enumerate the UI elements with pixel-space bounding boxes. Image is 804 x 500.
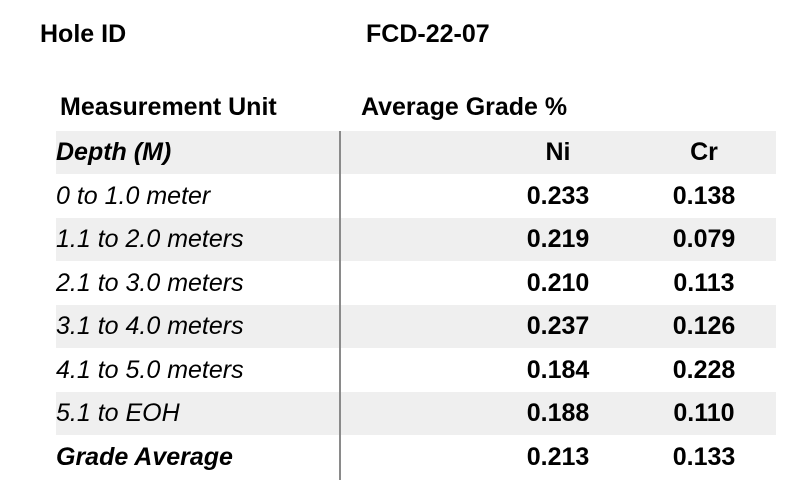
cr-column-header: Cr (690, 138, 718, 166)
cr-cell: 0.113 (673, 269, 735, 297)
depth-cell: 0 to 1.0 meter (56, 182, 211, 210)
hole-id-value: FCD-22-07 (366, 20, 490, 48)
depth-column-header: Depth (M) (56, 138, 172, 166)
ni-cell: 0.219 (526, 225, 590, 253)
ni-cell: 0.184 (526, 356, 590, 384)
average-grade-label: Average Grade % (361, 93, 568, 121)
cr-cell: 0.110 (673, 399, 735, 427)
grade-average-label: Grade Average (56, 443, 233, 471)
ni-average-cell: 0.213 (526, 443, 590, 471)
table-row: 2.1 to 3.0 meters 0.210 0.113 (0, 262, 804, 305)
row-band (56, 131, 776, 174)
cr-average-cell: 0.133 (672, 443, 736, 471)
table-row: 5.1 to EOH 0.188 0.110 (0, 392, 804, 435)
depth-cell: 2.1 to 3.0 meters (56, 269, 244, 297)
ni-cell: 0.233 (526, 182, 590, 210)
table-row: 0 to 1.0 meter 0.233 0.138 (0, 175, 804, 218)
column-divider (339, 131, 341, 480)
hole-id-label: Hole ID (40, 20, 127, 48)
cr-cell: 0.228 (672, 356, 736, 384)
cr-cell: 0.138 (672, 182, 736, 210)
table-row: 1.1 to 2.0 meters 0.219 0.079 (0, 218, 804, 261)
depth-cell: 4.1 to 5.0 meters (56, 356, 244, 384)
table-header-row: Depth (M) Ni Cr (0, 131, 804, 174)
grade-average-row: Grade Average 0.213 0.133 (0, 436, 804, 479)
table-row: 3.1 to 4.0 meters 0.237 0.126 (0, 305, 804, 348)
ni-cell: 0.188 (526, 399, 590, 427)
cr-cell: 0.079 (672, 225, 736, 253)
depth-cell: 1.1 to 2.0 meters (56, 225, 244, 253)
row-band (56, 305, 776, 348)
depth-cell: 5.1 to EOH (56, 399, 180, 427)
ni-cell: 0.237 (526, 312, 590, 340)
ni-column-header: Ni (545, 138, 571, 166)
row-band (56, 392, 776, 435)
table-row: 4.1 to 5.0 meters 0.184 0.228 (0, 349, 804, 392)
measurement-unit-label: Measurement Unit (60, 93, 277, 121)
depth-cell: 3.1 to 4.0 meters (56, 312, 244, 340)
ni-cell: 0.210 (526, 269, 590, 297)
row-band (56, 218, 776, 261)
cr-cell: 0.126 (672, 312, 736, 340)
